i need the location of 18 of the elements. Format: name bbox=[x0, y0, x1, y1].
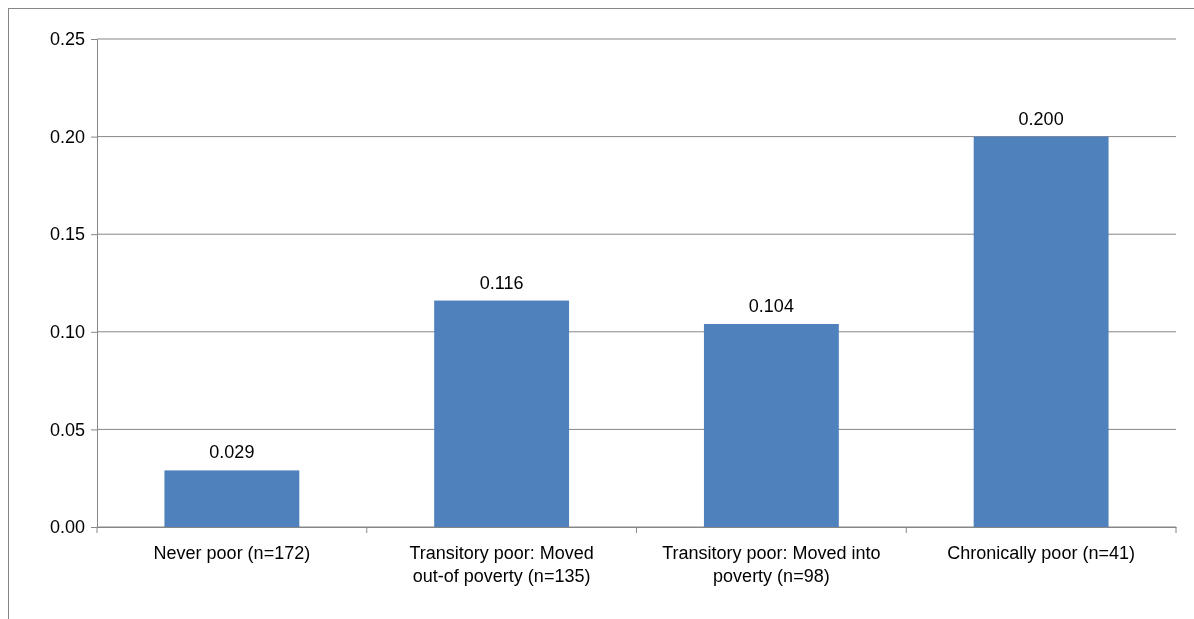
bar bbox=[973, 136, 1109, 527]
x-tick-label: Chronically poor (n=41) bbox=[947, 543, 1135, 563]
data-label: 0.200 bbox=[1018, 108, 1064, 129]
y-tick-label: 0.20 bbox=[49, 126, 85, 147]
y-tick-label: 0.25 bbox=[49, 29, 85, 50]
data-label: 0.104 bbox=[748, 295, 794, 316]
y-tick-label: 0.05 bbox=[49, 419, 85, 440]
bar bbox=[703, 323, 839, 527]
x-tick-label: Never poor (n=172) bbox=[153, 543, 311, 563]
bar bbox=[434, 300, 570, 527]
y-tick-label: 0.10 bbox=[49, 322, 85, 343]
data-label: 0.029 bbox=[209, 442, 255, 463]
bar bbox=[164, 470, 300, 527]
x-tick-label: Transitory poor: Moved out-of poverty (n=135) bbox=[409, 543, 594, 587]
x-tick-label: Transitory poor: Moved into poverty (n=98) bbox=[662, 543, 881, 587]
y-tick-label: 0.15 bbox=[49, 224, 85, 245]
data-label: 0.116 bbox=[479, 272, 524, 293]
y-tick-label: 0.00 bbox=[49, 517, 85, 538]
